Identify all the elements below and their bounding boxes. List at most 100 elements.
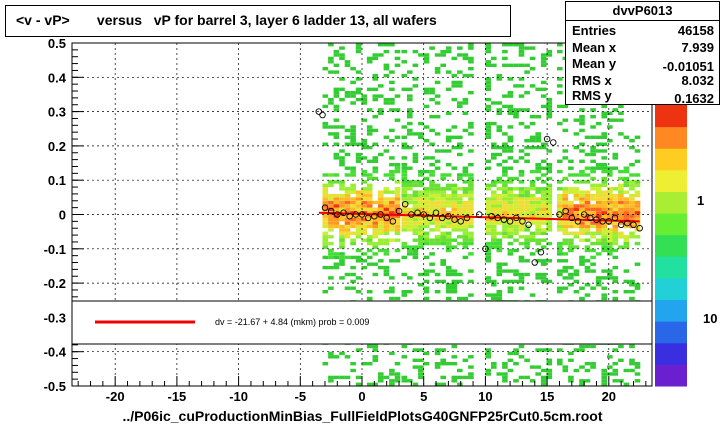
heatmap-cell <box>328 351 334 356</box>
heatmap-cell <box>590 255 596 260</box>
heatmap-cell <box>612 296 619 301</box>
heatmap-cell <box>601 228 607 232</box>
palette-swatch <box>655 213 687 236</box>
heatmap-cell <box>612 238 619 242</box>
heatmap-cell <box>601 245 607 249</box>
heatmap-cell <box>634 286 641 290</box>
heatmap-cell <box>491 204 497 208</box>
heatmap-cell <box>361 101 367 105</box>
heatmap-cell <box>634 372 641 376</box>
heatmap-cell <box>579 221 585 225</box>
heatmap-cell <box>451 204 458 208</box>
heatmap-cell <box>445 235 452 239</box>
heatmap-cell <box>524 358 530 362</box>
profile-point <box>562 207 569 215</box>
heatmap-cell <box>333 87 340 91</box>
heatmap-cell <box>584 228 591 232</box>
heatmap-cell <box>423 241 430 246</box>
heatmap-cell <box>595 163 602 167</box>
heatmap-cell <box>322 121 329 126</box>
heatmap-cell <box>584 152 591 157</box>
heatmap-cell <box>339 231 345 235</box>
heatmap-cell <box>557 348 563 352</box>
heatmap-cell <box>372 272 379 277</box>
heatmap-cell <box>491 190 497 194</box>
heatmap-cell <box>355 91 362 95</box>
x-tick-label: 15 <box>540 389 554 404</box>
heatmap-cell <box>350 139 356 143</box>
heatmap-cell <box>518 169 525 174</box>
heatmap-cell <box>502 169 508 174</box>
heatmap-cell <box>518 190 525 194</box>
heatmap-cell <box>513 279 519 284</box>
heatmap-cell <box>423 238 430 242</box>
heatmap-cell <box>350 231 356 235</box>
heatmap-cell <box>412 255 419 260</box>
heatmap-cell <box>491 183 497 187</box>
palette-swatch <box>655 256 687 279</box>
heatmap-cell <box>496 73 503 78</box>
heatmap-cell <box>423 235 430 239</box>
heatmap-cell <box>383 207 390 211</box>
heatmap-cell <box>423 286 430 290</box>
heatmap-cell <box>372 344 379 349</box>
heatmap-cell <box>590 159 596 163</box>
heatmap-cell <box>361 187 367 191</box>
heatmap-cell <box>451 97 458 102</box>
heatmap-cell <box>496 108 503 112</box>
heatmap-cell <box>378 214 384 218</box>
heatmap-cell <box>407 248 413 253</box>
heatmap-cell <box>333 355 340 359</box>
heatmap-cell <box>468 132 474 136</box>
heatmap-cell <box>529 207 536 211</box>
heatmap-cell <box>496 238 503 242</box>
heatmap-cell <box>361 217 367 222</box>
heatmap-cell <box>440 49 446 54</box>
heatmap-cell <box>434 187 441 191</box>
heatmap-cell <box>629 224 635 229</box>
heatmap-cell <box>507 221 514 225</box>
heatmap-cell <box>418 193 424 198</box>
heatmap-cell <box>601 176 607 181</box>
heatmap-cell <box>429 169 435 174</box>
heatmap-cell <box>434 101 441 105</box>
heatmap-cell <box>328 228 334 232</box>
heatmap-cell <box>451 279 458 284</box>
heatmap-cell <box>513 115 519 119</box>
heatmap-cell <box>557 49 563 54</box>
heatmap-cell <box>366 200 373 205</box>
heatmap-cell <box>601 296 607 301</box>
heatmap-cell <box>601 169 607 174</box>
heatmap-cell <box>557 180 563 184</box>
heatmap-cell <box>389 176 395 181</box>
heatmap-cell <box>568 358 574 362</box>
heatmap-cell <box>394 197 401 201</box>
heatmap-cell <box>429 262 435 266</box>
heatmap-cell <box>378 379 384 383</box>
heatmap-cell <box>535 228 541 232</box>
heatmap-cell <box>535 231 541 235</box>
heatmap-cell <box>366 248 373 253</box>
heatmap-cell <box>378 200 384 205</box>
heatmap-cell <box>445 187 452 191</box>
heatmap-cell <box>540 104 547 109</box>
heatmap-cell <box>562 214 569 218</box>
heatmap-cell <box>595 211 602 215</box>
heatmap-cell <box>485 135 491 139</box>
heatmap-cell <box>634 235 641 239</box>
heatmap-cell <box>496 217 503 222</box>
heatmap-cell <box>568 238 574 242</box>
heatmap-cell <box>339 125 345 129</box>
heatmap-cell <box>634 149 641 153</box>
heatmap-cell <box>383 67 390 71</box>
heatmap-cell <box>445 362 452 366</box>
palette-swatch <box>655 364 687 387</box>
heatmap-cell <box>579 286 585 290</box>
heatmap-cell <box>584 135 591 139</box>
heatmap-cell <box>468 204 474 208</box>
heatmap-cell <box>394 108 401 112</box>
heatmap-cell <box>434 207 441 211</box>
heatmap-cell <box>339 180 345 184</box>
profile-point <box>519 218 526 225</box>
heatmap-cell <box>389 351 395 356</box>
